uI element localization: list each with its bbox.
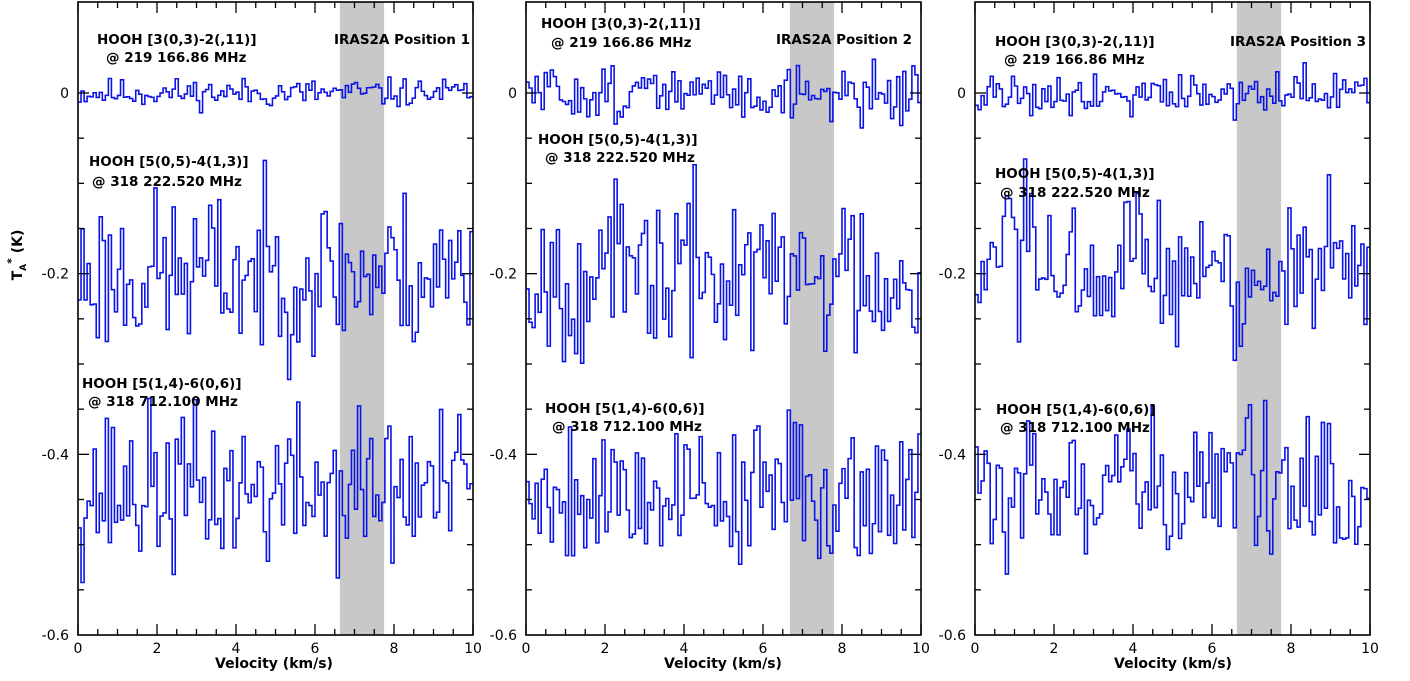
x-tick-label: 2 <box>1050 641 1059 657</box>
y-tick-label: 0 <box>508 86 517 102</box>
axis-ticks: 0 2 4 6 8 10 0 -0.2 -0.4 -0.6 <box>42 2 482 657</box>
spectrum-label-1-line2: @ 219 166.86 MHz <box>551 35 692 51</box>
x-tick-label: 8 <box>1287 641 1296 657</box>
y-tick-label: -0.4 <box>42 447 69 463</box>
x-tick-label: 2 <box>153 641 162 657</box>
y-tick-label: -0.6 <box>939 628 966 644</box>
x-tick-label: 6 <box>311 641 320 657</box>
y-tick-label: -0.2 <box>42 267 69 283</box>
x-tick-label: 6 <box>759 641 768 657</box>
spectrum-line-2 <box>975 158 1370 362</box>
axis-ticks: 0 2 4 6 8 10 0 -0.2 -0.4 -0.6 <box>939 2 1379 657</box>
x-tick-label: 4 <box>232 641 241 657</box>
panel-title: IRAS2A Position 3 <box>1230 34 1366 50</box>
spectrum-label-3-line2: @ 318 712.100 MHz <box>552 419 702 435</box>
panel-position-1: 0 2 4 6 8 10 0 -0.2 -0.4 -0.6 IRAS2A Position 1 H… <box>5 1 482 672</box>
spectrum-label-2-line2: @ 318 222.520 MHz <box>545 150 695 166</box>
x-tick-label: 10 <box>1361 641 1379 657</box>
x-tick-label: 4 <box>680 641 689 657</box>
spectrum-line-3 <box>526 409 921 565</box>
panel-title: IRAS2A Position 1 <box>334 32 470 48</box>
spectrum-label-2-line2: @ 318 222.520 MHz <box>92 174 242 190</box>
spectrum-line-3 <box>78 397 473 584</box>
panel-title: IRAS2A Position 2 <box>776 32 912 48</box>
spectrum-label-2-line2: @ 318 222.520 MHz <box>1000 185 1150 201</box>
y-tick-label: -0.6 <box>490 628 517 644</box>
spectra-group <box>526 58 921 565</box>
x-axis-label: Velocity (km/s) <box>664 656 782 672</box>
y-tick-label: 0 <box>60 86 69 102</box>
panel-position-3: 0 2 4 6 8 10 0 -0.2 -0.4 -0.6 IRAS2A Position 3 H… <box>939 1 1379 672</box>
spectra-group <box>78 76 473 584</box>
y-tick-label: -0.4 <box>939 447 966 463</box>
y-tick-label: -0.4 <box>490 447 517 463</box>
x-tick-label: 8 <box>838 641 847 657</box>
spectrum-label-3-line2: @ 318 712.100 MHz <box>88 394 238 410</box>
x-tick-label: 10 <box>464 641 482 657</box>
spectrum-line-1 <box>975 62 1370 121</box>
spectrum-line-1 <box>78 76 473 114</box>
spectrum-label-1-line2: @ 219 166.86 MHz <box>106 50 247 66</box>
y-tick-label: -0.6 <box>42 628 69 644</box>
spectrum-label-1-line2: @ 219 166.86 MHz <box>1004 52 1145 68</box>
spectrum-label-1-line1: HOOH [3(0,3)-2(,11)] <box>97 32 257 48</box>
spectra-group <box>975 62 1370 575</box>
x-tick-label: 2 <box>601 641 610 657</box>
spectrum-label-3-line1: HOOH [5(1,4)-6(0,6)] <box>996 402 1156 418</box>
y-tick-label: -0.2 <box>490 267 517 283</box>
x-tick-label: 0 <box>971 641 980 657</box>
spectrum-label-2-line1: HOOH [5(0,5)-4(1,3)] <box>538 132 698 148</box>
x-axis-label: Velocity (km/s) <box>1114 656 1232 672</box>
y-tick-label: 0 <box>957 86 966 102</box>
x-tick-label: 0 <box>74 641 83 657</box>
x-tick-label: 0 <box>522 641 531 657</box>
spectrum-label-3-line1: HOOH [5(1,4)-6(0,6)] <box>82 376 242 392</box>
y-axis-label: TA* (K) <box>5 230 29 281</box>
x-tick-label: 8 <box>390 641 399 657</box>
y-tick-label: -0.2 <box>939 267 966 283</box>
x-tick-label: 10 <box>912 641 930 657</box>
x-axis-label: Velocity (km/s) <box>215 656 333 672</box>
spectrum-label-3-line2: @ 318 712.100 MHz <box>1000 420 1150 436</box>
spectrum-label-2-line1: HOOH [5(0,5)-4(1,3)] <box>89 154 249 170</box>
x-tick-label: 4 <box>1129 641 1138 657</box>
spectrum-label-2-line1: HOOH [5(0,5)-4(1,3)] <box>995 166 1155 182</box>
spectrum-line-1 <box>526 58 921 129</box>
spectrum-line-2 <box>78 159 473 381</box>
spectrum-line-2 <box>526 163 921 364</box>
panel-position-2: 0 2 4 6 8 10 0 -0.2 -0.4 -0.6 IRAS2A Position 2 H… <box>490 1 930 672</box>
spectrum-label-3-line1: HOOH [5(1,4)-6(0,6)] <box>545 401 705 417</box>
velocity-band-highlight <box>339 2 385 635</box>
spectrum-label-1-line1: HOOH [3(0,3)-2(,11)] <box>541 16 701 32</box>
x-tick-label: 6 <box>1208 641 1217 657</box>
spectrum-line-3 <box>975 399 1370 575</box>
velocity-band-highlight <box>1236 2 1282 635</box>
spectrum-label-1-line1: HOOH [3(0,3)-2(,11)] <box>995 34 1155 50</box>
axis-ticks: 0 2 4 6 8 10 0 -0.2 -0.4 -0.6 <box>490 2 930 657</box>
